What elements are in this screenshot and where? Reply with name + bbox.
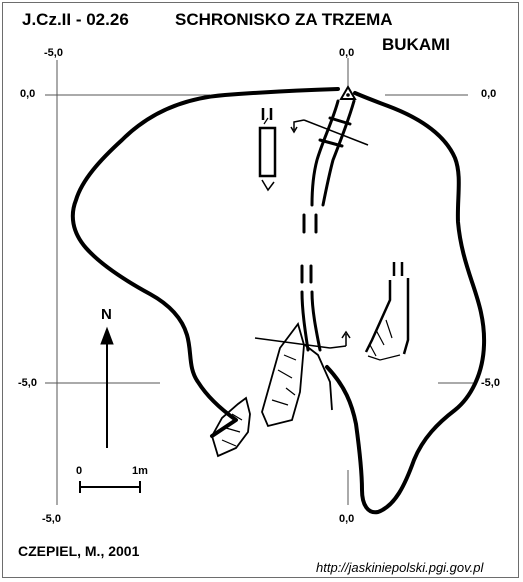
north-label: N	[101, 306, 112, 323]
cross-section-upper	[290, 119, 369, 146]
scale-end-label: 1m	[132, 465, 148, 477]
cave-code: J.Cz.II - 02.26	[22, 10, 129, 29]
source-url-link[interactable]: http://jaskiniepolski.pgi.gov.pl	[316, 560, 484, 575]
cross-section-lower	[254, 330, 351, 349]
right-side-chamber	[364, 262, 410, 361]
cave-name-line1: SCHRONISKO ZA TRZEMA	[175, 10, 393, 29]
author-credit: CZEPIEL, M., 2001	[18, 543, 140, 559]
grid-label-top-x-right: 0,0	[339, 47, 355, 59]
map-frame	[2, 2, 519, 578]
upper-side-chamber	[258, 108, 277, 192]
grid-label-bottom-x-right: 0,0	[339, 513, 355, 525]
grid-label-y-mid-right: -5,0	[481, 377, 500, 389]
cave-outline	[70, 87, 487, 515]
grid-label-y-top-left: 0,0	[20, 88, 36, 100]
north-arrow-icon	[100, 326, 114, 448]
grid-label-y-mid-left: -5,0	[18, 377, 37, 389]
grid-label-bottom-x-left: -5,0	[42, 513, 61, 525]
grid-label-top-x-left: -5,0	[44, 47, 63, 59]
cave-name-line2: BUKAMI	[382, 35, 450, 54]
entrance-datum	[339, 85, 357, 100]
scale-start-label: 0	[76, 465, 83, 477]
coordinate-grid	[45, 58, 475, 505]
breakdown-blocks	[211, 322, 333, 458]
grid-label-y-top-right: 0,0	[481, 88, 497, 100]
scale-bar	[79, 481, 141, 493]
main-passage	[300, 99, 356, 352]
